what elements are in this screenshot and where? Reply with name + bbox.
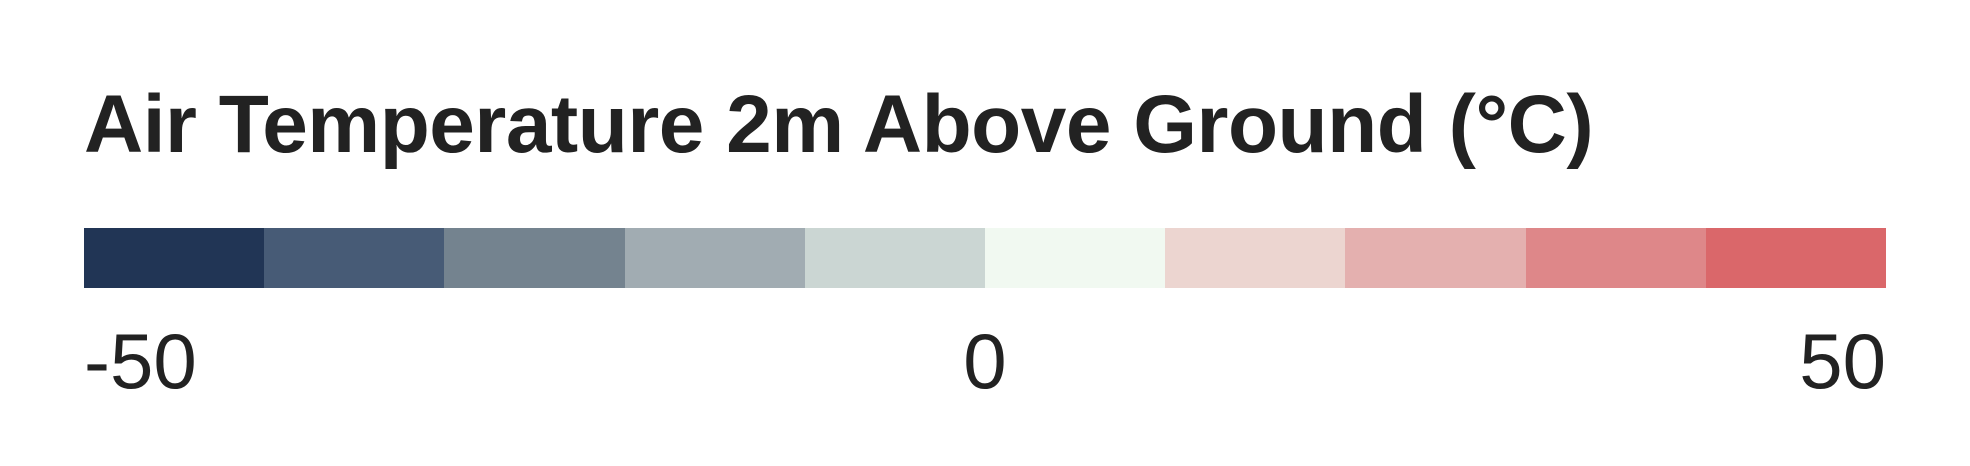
tick-label-max: 50 xyxy=(1799,317,1886,405)
color-swatch-7 xyxy=(1165,228,1346,288)
color-swatch-6 xyxy=(985,228,1166,288)
color-swatch-9 xyxy=(1525,228,1706,288)
legend-title: Air Temperature 2m Above Ground (°C) xyxy=(84,79,1594,170)
color-swatch-2 xyxy=(264,228,445,288)
color-swatch-8 xyxy=(1345,228,1526,288)
color-swatch-1 xyxy=(84,228,265,288)
color-swatch-5 xyxy=(804,228,986,288)
tick-label-min: -50 xyxy=(84,317,197,405)
color-swatch-3 xyxy=(444,228,625,288)
tick-label-mid: 0 xyxy=(963,317,1007,405)
color-swatch-10 xyxy=(1705,228,1887,288)
temperature-legend: Air Temperature 2m Above Ground (°C) -50… xyxy=(84,0,1887,466)
color-scale-bar xyxy=(84,228,1887,288)
color-swatch-4 xyxy=(624,228,805,288)
